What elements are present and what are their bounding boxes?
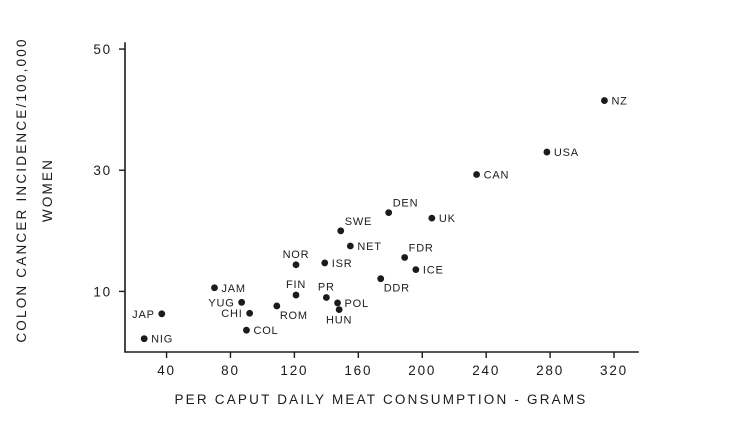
data-point-nz bbox=[601, 97, 608, 104]
data-point-yug bbox=[238, 298, 246, 306]
data-point-hun bbox=[335, 306, 343, 313]
point-label-jam: JAM bbox=[221, 283, 245, 295]
point-label-uk: UK bbox=[439, 213, 456, 225]
point-label-nor: NOR bbox=[283, 249, 310, 261]
x-tick-label: 120 bbox=[280, 363, 308, 378]
y-tick-label: 10 bbox=[93, 284, 112, 299]
x-tick-label: 320 bbox=[600, 363, 628, 378]
point-label-fdr: FDR bbox=[409, 242, 434, 254]
point-label-hun: HUN bbox=[326, 315, 352, 327]
data-point-rom bbox=[273, 302, 281, 310]
data-point-jam bbox=[211, 284, 218, 292]
data-point-fin bbox=[292, 291, 300, 299]
y-tick-label: 50 bbox=[93, 42, 112, 57]
point-label-pr: PR bbox=[318, 281, 335, 293]
data-point-isr bbox=[321, 259, 329, 267]
point-label-nz: NZ bbox=[611, 96, 627, 108]
data-point-den bbox=[385, 209, 393, 217]
x-axis-title: PER CAPUT DAILY MEAT CONSUMPTION - GRAMS bbox=[174, 392, 587, 407]
axes-frame bbox=[124, 42, 639, 353]
y-tick-label: 30 bbox=[93, 163, 112, 178]
x-tick-label: 160 bbox=[344, 363, 372, 378]
data-point-chi bbox=[246, 309, 254, 317]
point-label-swe: SWE bbox=[345, 216, 372, 228]
point-label-nig: NIG bbox=[151, 334, 173, 346]
point-label-yug: YUG bbox=[208, 297, 234, 309]
data-point-usa bbox=[543, 148, 551, 156]
y-axis-title-line1: COLON CANCER INCIDENCE/100,000 bbox=[14, 37, 29, 342]
x-tick-label: 240 bbox=[472, 363, 500, 378]
point-label-fin: FIN bbox=[286, 279, 306, 291]
point-label-ice: ICE bbox=[423, 265, 444, 277]
data-point-jap bbox=[158, 310, 166, 318]
point-label-isr: ISR bbox=[332, 258, 353, 270]
data-point-pr bbox=[322, 294, 330, 301]
point-label-chi: CHI bbox=[221, 308, 242, 320]
data-point-net bbox=[346, 242, 354, 250]
data-point-uk bbox=[428, 214, 436, 222]
y-axis-title-line2: WOMEN bbox=[40, 158, 55, 222]
data-point-ddr bbox=[377, 275, 385, 283]
point-label-col: COL bbox=[253, 325, 278, 337]
point-label-pol: POL bbox=[345, 298, 369, 310]
data-point-can bbox=[473, 171, 480, 178]
data-point-fdr bbox=[401, 254, 409, 261]
point-label-can: CAN bbox=[484, 169, 510, 181]
point-label-den: DEN bbox=[393, 198, 419, 210]
x-tick-label: 280 bbox=[536, 363, 564, 378]
point-label-rom: ROM bbox=[280, 310, 308, 322]
point-label-usa: USA bbox=[554, 147, 579, 159]
data-point-nor bbox=[292, 261, 300, 269]
point-label-net: NET bbox=[357, 241, 381, 253]
point-label-ddr: DDR bbox=[384, 283, 410, 295]
x-tick-label: 40 bbox=[157, 363, 176, 378]
data-point-swe bbox=[337, 227, 345, 235]
data-point-nig bbox=[140, 335, 148, 343]
axes-layer: 40 80 120 160 200 240 280 320 10 30 50 bbox=[93, 42, 639, 378]
data-point-pol bbox=[334, 299, 341, 307]
x-tick-label: 80 bbox=[221, 363, 240, 378]
point-label-jap: JAP bbox=[132, 309, 155, 321]
x-tick-label: 200 bbox=[408, 363, 436, 378]
data-point-col bbox=[243, 326, 250, 334]
data-point-ice bbox=[412, 266, 420, 273]
